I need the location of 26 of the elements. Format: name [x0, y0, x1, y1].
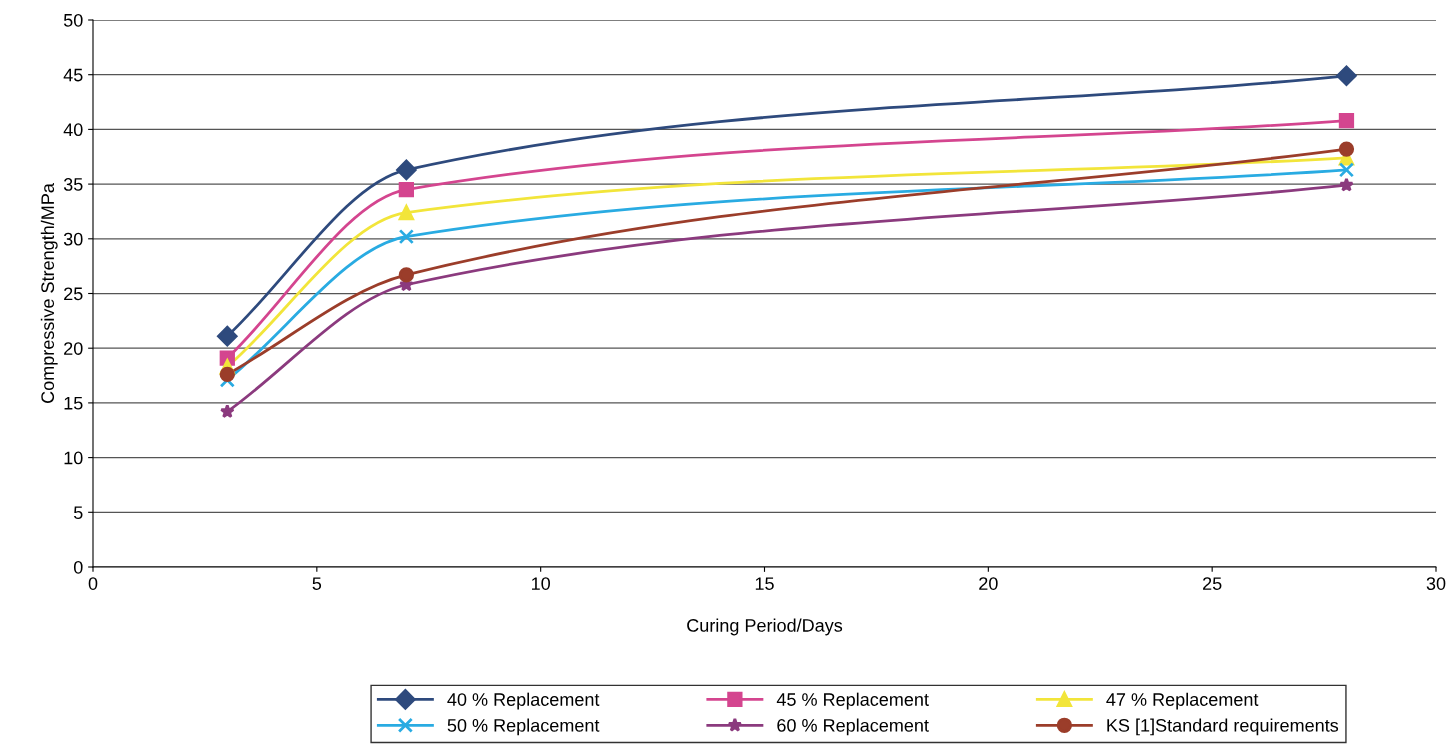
- legend-label: KS [1]Standard requirements: [1107, 718, 1339, 736]
- y-tick-label: 20: [64, 342, 83, 355]
- y-tick-label: 15: [64, 397, 83, 410]
- x-tick-label: 15: [755, 577, 774, 590]
- y-tick-label: 45: [63, 68, 83, 82]
- y-axis-title: Compressive Strength/MPa: [40, 183, 58, 403]
- y-tick-label: 50: [63, 13, 83, 27]
- y-tick-label: 25: [64, 287, 83, 301]
- legend-label: 50 % Replacement: [447, 718, 600, 736]
- y-tick-label: 5: [73, 506, 83, 520]
- x-axis-title: Curing Period/Days: [687, 618, 843, 636]
- y-tick-label: 0: [73, 560, 83, 574]
- y-tick-label: 10: [64, 451, 83, 465]
- x-tick-label: 10: [532, 577, 550, 590]
- x-tick-label: 30: [1426, 577, 1446, 590]
- x-tick-label: 0: [88, 577, 98, 590]
- legend-label: 40 % Replacement: [447, 692, 600, 710]
- y-tick-label: 35: [63, 178, 83, 191]
- y-tick-label: 40: [63, 123, 83, 137]
- legend-label: 47 % Replacement: [1106, 692, 1259, 710]
- legend-label: 60 % Replacement: [777, 718, 929, 736]
- y-tick-label: 30: [63, 232, 83, 246]
- x-tick-label: 25: [1203, 577, 1222, 590]
- x-tick-label: 5: [312, 577, 322, 590]
- x-tick-label: 20: [979, 577, 998, 590]
- legend-label: 45 % Replacement: [776, 692, 929, 710]
